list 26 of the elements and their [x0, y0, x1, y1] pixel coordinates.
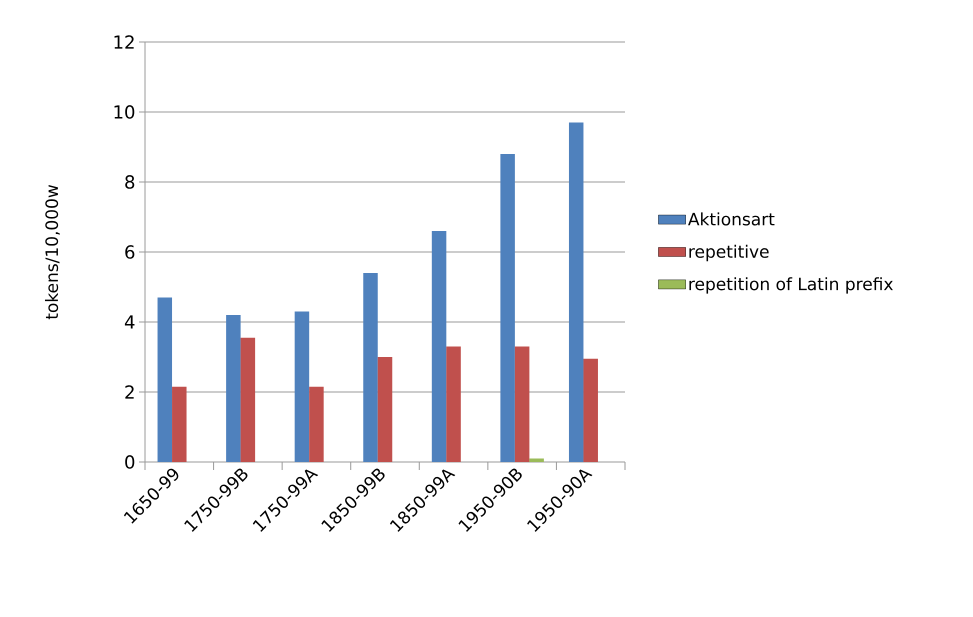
bar — [172, 386, 187, 462]
legend-label: Aktionsart — [688, 212, 774, 226]
bar — [309, 386, 324, 462]
bar — [226, 314, 241, 462]
bar — [240, 338, 256, 462]
bar — [446, 346, 461, 462]
y-tick-label: 4 — [124, 315, 134, 329]
bar — [500, 154, 515, 462]
y-tick-label: 2 — [125, 385, 134, 399]
legend-label: repetition of Latin prefix — [689, 277, 893, 294]
y-tick-label: 8 — [125, 175, 134, 189]
bar — [568, 122, 584, 462]
bar — [378, 356, 392, 462]
bar — [432, 230, 446, 462]
y-tick-label: 10 — [114, 105, 134, 119]
bar — [363, 272, 378, 462]
y-axis-title: tokens/10,000w — [44, 184, 60, 320]
bar — [158, 297, 172, 462]
bar — [583, 358, 598, 462]
y-tick-label: 12 — [114, 35, 134, 49]
legend-label: repetitive — [689, 244, 769, 262]
bar — [514, 346, 530, 462]
y-tick-label: 6 — [125, 245, 134, 259]
bar — [294, 311, 310, 462]
y-tick-label: 0 — [125, 455, 134, 469]
bar — [529, 458, 544, 462]
